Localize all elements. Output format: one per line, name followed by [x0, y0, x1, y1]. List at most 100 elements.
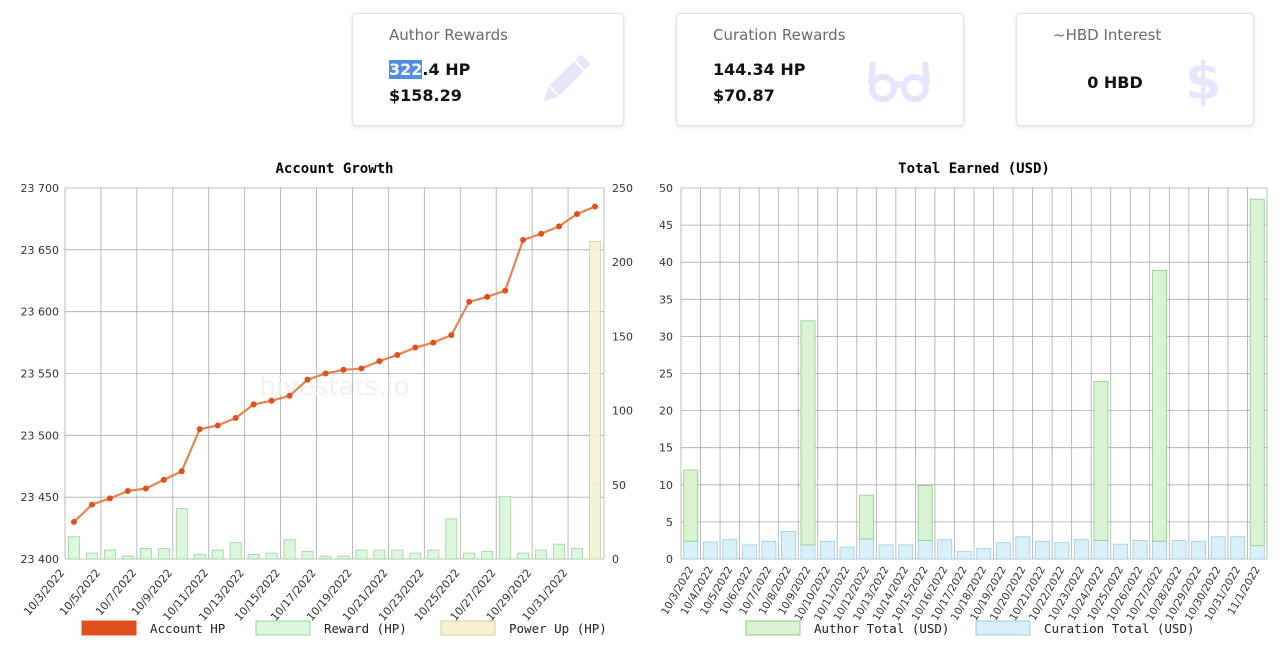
curation-bar [1230, 536, 1246, 560]
account-hp-point [574, 210, 581, 217]
reward-bar [499, 496, 512, 560]
y-left-tick-label: 23 600 [21, 306, 60, 319]
curation-bar [683, 540, 699, 560]
legend-swatch [975, 620, 1031, 636]
y-left-tick-label: 23 700 [21, 182, 60, 195]
reward-bar [391, 549, 404, 560]
legend-swatch [255, 620, 311, 636]
reward-bar [427, 549, 440, 560]
account-hp-point [520, 236, 527, 243]
curation-bar [1132, 540, 1148, 560]
curation-bar [820, 540, 835, 560]
reward-bar [337, 555, 350, 560]
grid [64, 187, 605, 560]
curation-bar [1015, 536, 1031, 560]
legend: Account HP Reward (HP) Power Up (HP) [81, 620, 607, 636]
y-left-tick-label: 23 650 [21, 244, 60, 257]
reward-bar [481, 551, 494, 560]
curation-bar [722, 539, 738, 560]
author-bar [917, 485, 933, 541]
hbd-interest-card: ~HBD Interest 0 HBD $ [1016, 13, 1254, 126]
y-tick-label: 40 [659, 256, 673, 269]
curation-bar [1152, 540, 1167, 560]
curation-bar [956, 551, 972, 560]
reward-bar [157, 548, 170, 560]
y-tick-label: 5 [666, 516, 673, 529]
curation-bar [702, 541, 718, 560]
y-right-tick-label: 150 [612, 330, 633, 343]
total-earned-chart: Total Earned (USD)0510152025303540455010… [659, 161, 1268, 636]
account-hp-line [73, 205, 596, 523]
author-bar [800, 320, 816, 546]
account-hp-point [502, 287, 509, 294]
reward-bar [409, 552, 422, 560]
account-hp-point [304, 376, 311, 383]
curation-rewards-card: Curation Rewards 144.34 HP $70.87 [676, 13, 964, 126]
curation-rewards-usd: $70.87 [713, 86, 775, 105]
reward-bar [445, 518, 458, 560]
y-tick-label: 35 [659, 293, 673, 306]
y-right-tick-label: 250 [612, 182, 633, 195]
account-hp-point [160, 476, 167, 483]
y-left-tick-label: 23 450 [21, 491, 60, 504]
account-hp-point [286, 392, 293, 399]
reward-bar [121, 555, 134, 560]
account-hp-point [484, 293, 491, 300]
account-hp-point [178, 468, 185, 475]
curation-bar [917, 540, 933, 560]
curation-rewards-hp: 144.34 HP [713, 60, 806, 79]
glasses-icon [868, 61, 930, 102]
hbd-interest-value: 0 HBD [1087, 73, 1143, 92]
curation-bar [1171, 540, 1187, 560]
reward-bar [301, 551, 314, 560]
y-right-tick-label: 50 [612, 479, 626, 492]
reward-bar [283, 539, 296, 560]
author-bar [683, 469, 699, 542]
author-bar [859, 494, 874, 540]
account-hp-point [322, 370, 329, 377]
grid [680, 187, 1268, 560]
account-hp-point [592, 203, 599, 210]
y-left-tick-label: 23 400 [21, 553, 60, 566]
curation-bar [878, 544, 894, 560]
dollar-icon: $ [1185, 52, 1222, 112]
curation-bar [761, 540, 777, 560]
curation-bar [1074, 539, 1089, 560]
account-hp-point [124, 487, 131, 494]
author-bar [1093, 381, 1109, 541]
y-tick-label: 45 [659, 219, 673, 232]
curation-bar [741, 544, 757, 560]
account-hp-point [376, 358, 383, 365]
account-hp-point [412, 344, 419, 351]
account-hp-point [70, 518, 77, 525]
account-hp-point [250, 401, 257, 408]
reward-bar [373, 549, 386, 560]
y-tick-label: 0 [666, 553, 673, 566]
legend-swatch [440, 620, 496, 636]
y-tick-label: 15 [659, 442, 673, 455]
reward-bar [265, 552, 278, 560]
reward-bar [211, 549, 224, 560]
curation-bar [800, 544, 816, 560]
account-hp-point [88, 501, 95, 508]
curation-bar [1249, 545, 1265, 560]
curation-bar [995, 542, 1011, 560]
account-hp-point [394, 351, 401, 358]
selected-text: 322 [389, 60, 423, 79]
y-right-tick-label: 200 [612, 256, 633, 269]
legend-swatch [81, 620, 137, 636]
curation-bar [1113, 543, 1128, 560]
hbd-interest-title: ~HBD Interest [1053, 26, 1162, 44]
author-rewards-hp: 322.4 HP [389, 60, 471, 79]
curation-bar [1093, 540, 1109, 560]
author-rewards-card: Author Rewards 322.4 HP $158.29 [352, 13, 624, 126]
reward-bar [571, 548, 584, 560]
legend-swatch [745, 620, 801, 636]
account-hp-point [106, 495, 113, 502]
reward-bar [139, 548, 152, 560]
curation-bar [976, 548, 992, 560]
curation-rewards-title: Curation Rewards [713, 26, 846, 44]
y-right-tick-label: 0 [612, 553, 619, 566]
legend-label: Author Total (USD) [814, 621, 949, 636]
reward-bar [193, 554, 206, 560]
